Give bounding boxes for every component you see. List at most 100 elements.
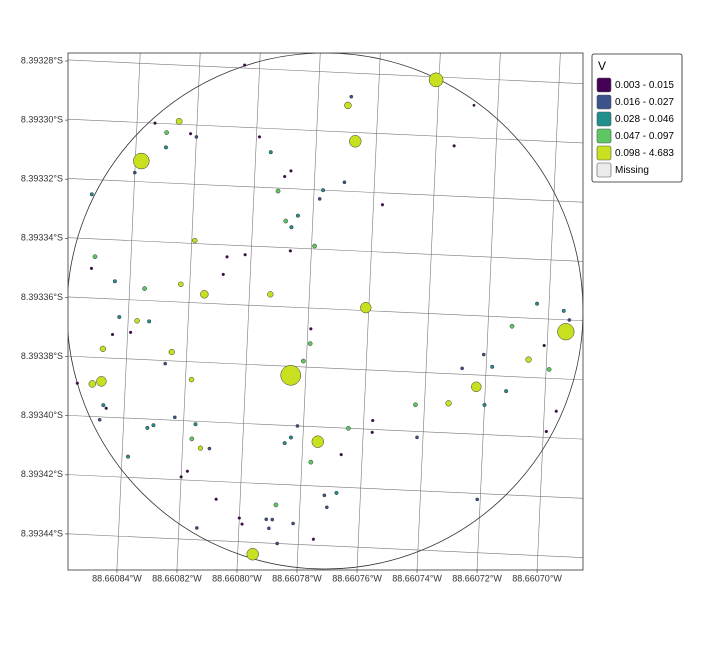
- point: [554, 409, 558, 413]
- point: [349, 94, 354, 99]
- x-tick-label: 88.66072°W: [452, 573, 502, 583]
- legend-swatch: [596, 94, 612, 110]
- point: [371, 418, 375, 423]
- point: [117, 315, 122, 320]
- point: [273, 502, 279, 508]
- point: [125, 454, 131, 459]
- x-tick-label: 88.66070°W: [512, 573, 562, 583]
- x-tick-label: 88.66082°W: [152, 573, 202, 583]
- y-tick-label: 8.39330°S: [21, 114, 63, 124]
- grid-line: [536, 53, 561, 570]
- point: [308, 459, 314, 465]
- grid-line: [68, 533, 583, 558]
- point: [243, 253, 247, 257]
- point: [145, 425, 150, 430]
- point: [92, 254, 98, 260]
- point: [475, 497, 480, 502]
- point: [214, 497, 218, 501]
- point: [289, 225, 294, 230]
- point: [561, 308, 566, 313]
- point: [445, 400, 452, 407]
- point: [132, 170, 137, 175]
- grid-line: [68, 178, 583, 203]
- point: [472, 103, 476, 107]
- point: [193, 422, 198, 427]
- point: [490, 364, 495, 369]
- point: [415, 435, 419, 440]
- point: [289, 169, 293, 173]
- point: [178, 281, 184, 288]
- y-tick-label: 8.39336°S: [21, 292, 63, 302]
- point: [164, 130, 169, 135]
- point: [264, 517, 269, 522]
- point: [194, 135, 199, 139]
- point: [312, 243, 317, 249]
- legend-label: Missing: [615, 165, 649, 176]
- point: [301, 358, 306, 364]
- point: [295, 213, 300, 218]
- point: [147, 319, 152, 324]
- point: [175, 117, 183, 125]
- y-tick-label: 8.39328°S: [21, 55, 63, 65]
- point: [535, 301, 540, 306]
- grid-line: [176, 53, 201, 570]
- point: [88, 380, 96, 388]
- points: [75, 63, 575, 561]
- point: [200, 290, 209, 299]
- point: [185, 469, 190, 473]
- point: [311, 537, 316, 541]
- legend-box: [591, 53, 683, 183]
- point: [321, 188, 326, 193]
- point: [134, 318, 140, 324]
- legend-label: 0.098 - 4.683: [615, 148, 674, 159]
- legend-swatch: [596, 145, 612, 161]
- point: [525, 356, 532, 363]
- point: [97, 417, 102, 422]
- x-tick-label: 88.66080°W: [212, 573, 262, 583]
- point: [188, 132, 193, 136]
- legend-swatch: [596, 162, 612, 178]
- point: [89, 192, 94, 197]
- legend-label: 0.028 - 0.046: [615, 114, 674, 125]
- x-tick-label: 88.66074°W: [392, 573, 442, 583]
- point: [504, 389, 509, 394]
- point: [189, 436, 195, 442]
- grid-line: [116, 53, 141, 570]
- grid-line: [356, 53, 381, 570]
- point: [309, 327, 313, 331]
- point: [192, 237, 198, 244]
- point: [380, 203, 385, 207]
- grid-line: [68, 237, 583, 262]
- point: [89, 266, 94, 270]
- point: [75, 381, 79, 385]
- point: [267, 291, 274, 298]
- grid-line: [236, 53, 261, 570]
- point: [339, 453, 343, 457]
- point: [346, 425, 351, 431]
- point: [283, 174, 287, 179]
- grid-line: [68, 59, 583, 84]
- point: [112, 279, 117, 284]
- point: [280, 365, 301, 386]
- legend-label: 0.047 - 0.097: [615, 131, 674, 142]
- point: [291, 521, 295, 526]
- legend-title: V: [598, 59, 606, 73]
- point: [288, 249, 292, 253]
- point: [133, 152, 150, 170]
- legend-swatch: [596, 77, 612, 93]
- point: [342, 180, 347, 185]
- legend: V 0.003 - 0.015 0.016 - 0.027 0.028 - 0.04…: [591, 53, 683, 183]
- point: [482, 402, 487, 407]
- point: [288, 435, 293, 440]
- grid-line: [476, 53, 501, 570]
- point: [268, 150, 273, 155]
- point: [163, 361, 168, 366]
- y-tick-label: 8.39332°S: [21, 174, 63, 184]
- y-tick-label: 8.39344°S: [21, 528, 63, 538]
- point: [240, 522, 244, 526]
- point: [544, 429, 548, 434]
- point: [311, 435, 324, 448]
- point: [221, 272, 225, 277]
